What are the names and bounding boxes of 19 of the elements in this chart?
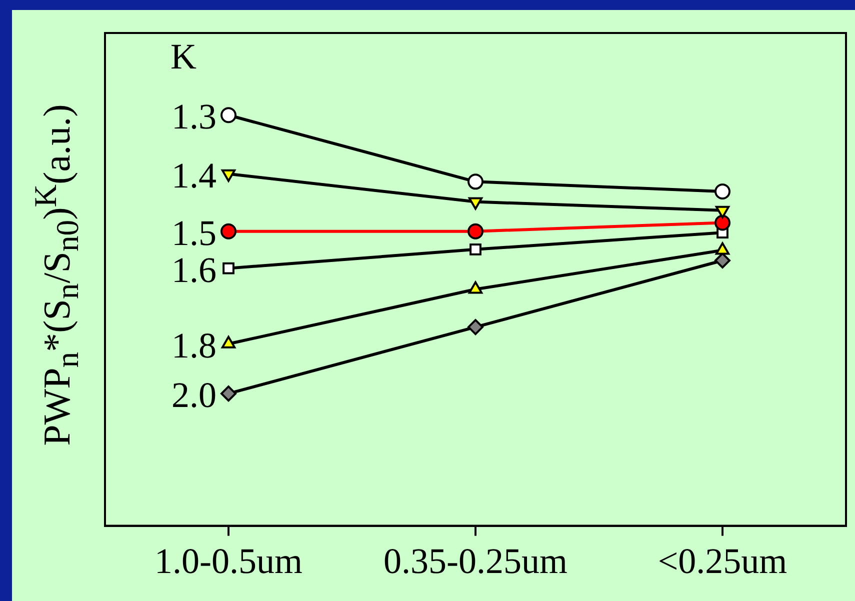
point [468, 223, 484, 240]
point [220, 386, 236, 402]
point [222, 262, 234, 274]
point [468, 319, 484, 336]
series-label: 1.4 [172, 155, 216, 196]
point [468, 174, 484, 190]
point [470, 243, 482, 256]
point [220, 223, 236, 240]
point [714, 252, 730, 269]
point [220, 107, 236, 124]
series-label: 2.0 [172, 375, 216, 416]
series-label: 1.8 [172, 325, 216, 366]
series-label: 1.3 [172, 96, 216, 137]
x-tick-label: <0.25um [658, 540, 788, 581]
x-tick-label: 0.35-0.25um [384, 540, 568, 581]
point [714, 184, 730, 200]
point [714, 214, 730, 231]
legend-title: K [170, 36, 196, 76]
x-tick-label: 1.0-0.5um [154, 540, 302, 581]
